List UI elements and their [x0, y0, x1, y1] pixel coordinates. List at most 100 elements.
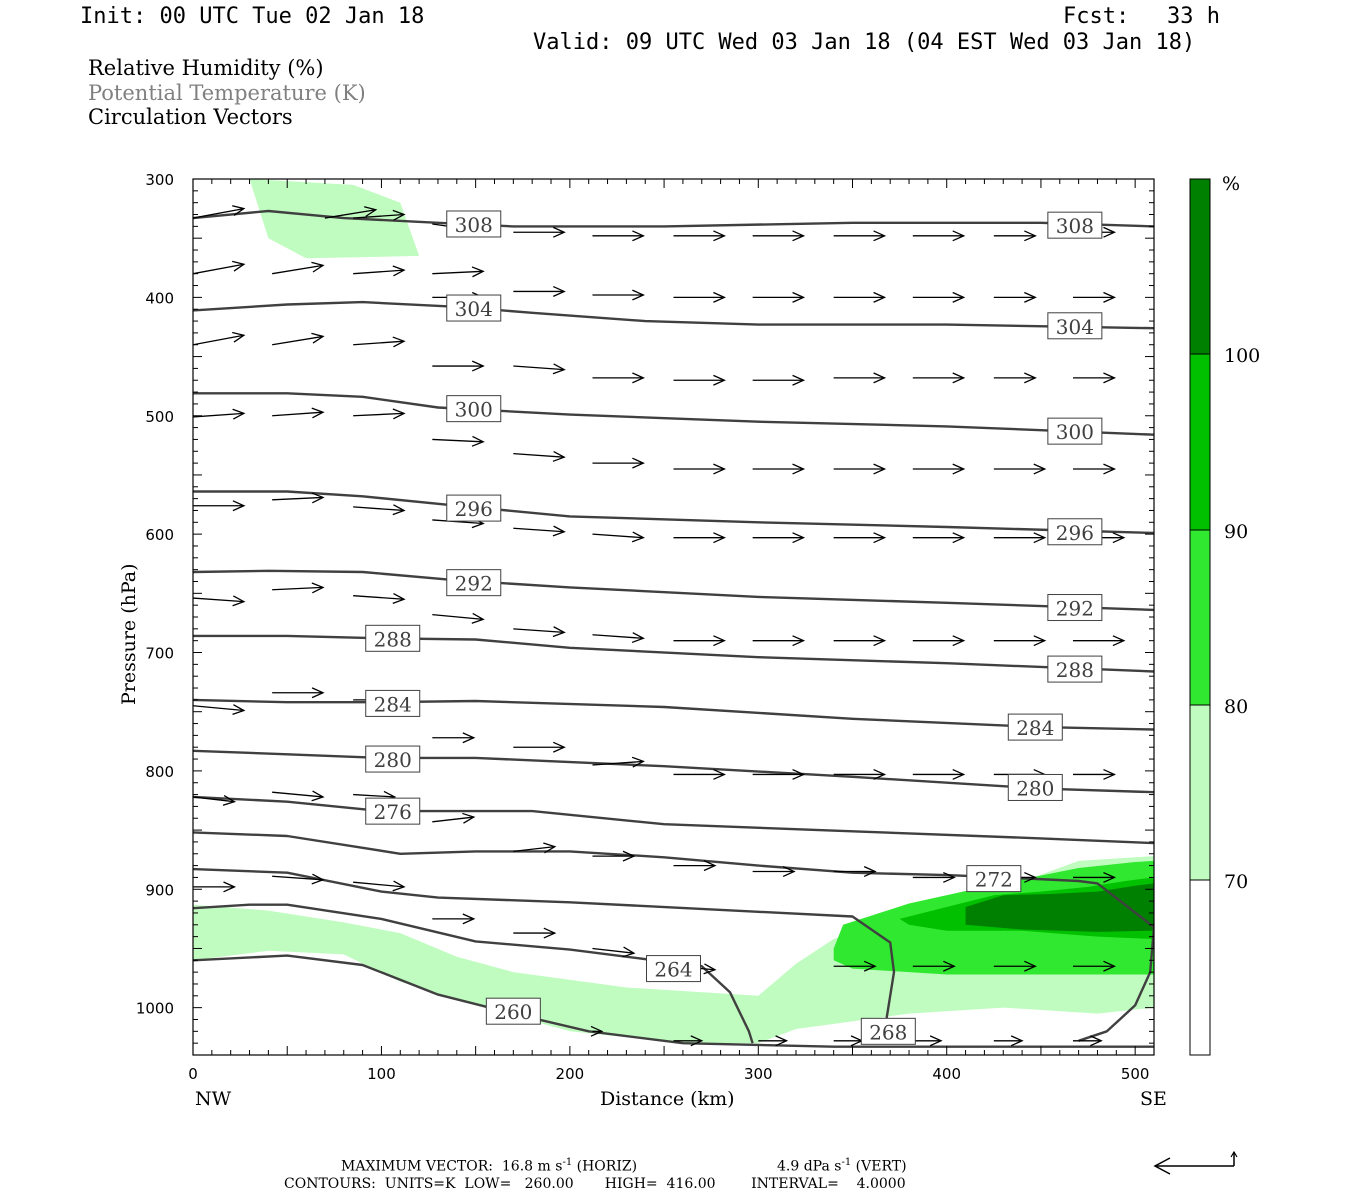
vector-head: [1010, 1035, 1024, 1047]
vector-head: [782, 866, 796, 878]
theta-label-text: 300: [1056, 420, 1094, 444]
vector-head: [590, 1025, 604, 1037]
theta-label-text: 304: [1056, 315, 1094, 339]
x-tick-label: 500: [1121, 1065, 1150, 1083]
x-tick-labels: 0 100 200 300 400 500: [188, 1065, 1149, 1083]
circulation-vector: [432, 913, 476, 925]
colorbar-level-label: 80: [1224, 696, 1248, 718]
theta-label-box: [966, 865, 1022, 893]
circulation-vector: [833, 960, 877, 972]
vector-head: [552, 285, 566, 297]
vector-head: [792, 230, 806, 242]
theta-label-box: [446, 494, 502, 522]
vector-head: [713, 532, 726, 544]
circulation-vector: [513, 285, 566, 297]
y-axis-label: Pressure (hPa): [118, 563, 140, 705]
circulation-vector: [673, 860, 717, 872]
vector-head: [232, 260, 246, 272]
theta-label-272: 272: [966, 865, 1022, 893]
vector-shaft: [513, 628, 565, 634]
se-label: SE: [1140, 1088, 1167, 1110]
circulation-vector: [592, 946, 636, 958]
vert-value: 4.9: [777, 1158, 800, 1175]
circulation-vector: [513, 450, 566, 462]
circulation-vector: [673, 374, 726, 386]
theta-label-text: 300: [455, 398, 493, 422]
circulation-vector: [272, 873, 325, 885]
vector-shaft: [432, 816, 474, 823]
vector-head: [392, 209, 406, 221]
vector-head: [1024, 871, 1037, 883]
theta-label-text: 304: [455, 297, 493, 321]
vector-head: [952, 230, 966, 242]
vector-head: [929, 1035, 943, 1047]
vector-head: [792, 374, 806, 386]
circulation-vector: [752, 635, 806, 647]
circulation-vector: [513, 741, 566, 753]
circulation-vectors: [193, 205, 1126, 1047]
theta-label-box: [1047, 594, 1103, 622]
vector-title: Circulation Vectors: [88, 105, 293, 129]
theta-label-text: 264: [654, 958, 692, 982]
theta-label-264: 264: [646, 955, 701, 983]
vector-head: [1103, 226, 1117, 238]
vector-head: [1024, 291, 1037, 303]
rh-region-70: [249, 179, 420, 259]
circulation-vector: [592, 756, 645, 768]
vector-head: [1024, 960, 1037, 972]
circulation-vector: [833, 635, 887, 647]
vector-head: [1033, 532, 1047, 544]
vector-head: [622, 946, 636, 958]
circulation-vector: [833, 291, 887, 303]
theta-label-box: [446, 395, 502, 423]
circulation-vector: [193, 795, 237, 806]
circulation-vector: [1072, 372, 1117, 384]
theta-contour-264: [193, 903, 754, 1044]
theta-label-280: 280: [365, 745, 421, 773]
circulation-vector: [912, 372, 966, 384]
theta-contour-272: [193, 831, 1154, 1042]
vector-head: [1103, 871, 1117, 883]
vector-shaft: [353, 506, 405, 512]
circulation-vector: [673, 230, 726, 242]
circulation-vector: [1072, 463, 1117, 475]
vector-head: [311, 407, 325, 419]
vector-head: [543, 842, 557, 854]
theta-label-text: 296: [1056, 521, 1094, 545]
theta-contour-308: [193, 209, 1154, 228]
vector-head: [1103, 463, 1117, 475]
vector-head: [311, 261, 325, 273]
horiz-unit: m s: [537, 1158, 563, 1175]
vector-head: [873, 230, 887, 242]
theta-contour-288: [193, 634, 1154, 673]
max-vector-line: MAXIMUM VECTOR: 16.8 m s-1 (HORIZ): [341, 1157, 637, 1175]
vector-head: [311, 687, 325, 699]
circulation-vector: [513, 363, 566, 375]
circulation-vector: [353, 336, 406, 348]
theta-label-308: 308: [446, 210, 502, 238]
vector-shaft: [272, 875, 324, 881]
vector-head: [552, 741, 566, 753]
x-tick-label: 400: [932, 1065, 961, 1083]
axis-ticks: [192, 178, 1155, 1056]
theta-label-text: 288: [374, 627, 412, 651]
rh-title: Relative Humidity (%): [88, 56, 324, 80]
theta-label-box: [1007, 773, 1063, 801]
vector-head: [232, 595, 246, 607]
vector-head: [471, 435, 485, 447]
vector-shaft: [432, 519, 484, 525]
x-tick-label: 200: [556, 1065, 585, 1083]
circulation-vector: [912, 635, 966, 647]
max-vector-label: MAXIMUM VECTOR:: [341, 1158, 493, 1175]
vector-shaft: [193, 263, 244, 275]
vector-head: [863, 866, 877, 878]
x-tick-label: 300: [744, 1065, 773, 1083]
theta-label-box: [365, 797, 421, 825]
x-tick-label: 100: [367, 1065, 396, 1083]
vector-head: [232, 408, 246, 420]
vector-head: [364, 206, 378, 217]
circulation-vector: [193, 595, 246, 607]
vector-head: [952, 635, 966, 647]
theta-label-292: 292: [446, 569, 502, 597]
